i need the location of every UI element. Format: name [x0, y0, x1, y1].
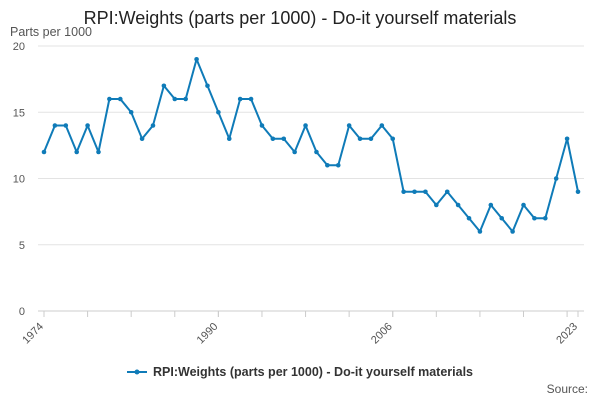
data-point	[477, 229, 483, 234]
data-point	[335, 162, 341, 168]
data-point	[270, 136, 276, 142]
y-tick-label: 20	[13, 41, 25, 53]
data-point	[521, 202, 526, 208]
data-point	[183, 96, 188, 102]
data-point	[423, 189, 428, 195]
data-point	[499, 215, 505, 221]
data-point	[357, 136, 363, 142]
data-point	[259, 123, 265, 128]
y-tick-label: 15	[13, 107, 25, 119]
data-point	[444, 189, 450, 195]
legend-swatch-icon	[127, 369, 147, 375]
x-tick-label: 1990	[195, 321, 221, 347]
y-tick-label: 0	[19, 306, 25, 318]
chart-legend: RPI:Weights (parts per 1000) - Do-it you…	[0, 365, 600, 379]
data-point	[510, 229, 515, 234]
data-point	[532, 215, 537, 221]
data-point	[553, 176, 559, 181]
data-point	[150, 123, 156, 128]
data-point	[74, 149, 79, 155]
series-line	[43, 58, 579, 233]
data-point	[434, 202, 439, 208]
data-point	[390, 136, 396, 142]
data-point	[466, 215, 472, 221]
data-point	[346, 123, 352, 128]
data-point	[139, 136, 145, 142]
data-point	[314, 149, 319, 155]
data-point	[455, 202, 461, 208]
chart-title: RPI:Weights (parts per 1000) - Do-it you…	[83, 8, 517, 28]
data-point	[303, 123, 308, 128]
y-tick-label: 5	[19, 240, 25, 252]
x-tick-label: 2023	[554, 321, 580, 347]
data-point	[96, 149, 101, 155]
data-point	[117, 96, 123, 102]
x-tick-label: 1974	[20, 321, 46, 347]
data-point	[412, 189, 417, 195]
data-point	[63, 123, 69, 128]
data-point	[216, 109, 221, 115]
source-label: Source:	[546, 382, 588, 396]
data-point	[41, 149, 47, 155]
data-point	[292, 149, 297, 155]
data-point	[575, 189, 581, 195]
data-point	[237, 96, 243, 102]
data-point	[85, 123, 90, 128]
data-point	[172, 96, 178, 102]
data-point	[564, 136, 570, 142]
data-point	[194, 56, 199, 62]
y-tick-label: 10	[13, 174, 25, 186]
x-tick-label: 2006	[369, 321, 395, 347]
data-point	[543, 215, 548, 221]
data-point	[281, 136, 287, 142]
legend-entry-label: RPI:Weights (parts per 1000) - Do-it you…	[153, 365, 473, 379]
data-point	[128, 109, 134, 115]
data-point	[401, 189, 406, 195]
data-point	[161, 83, 167, 89]
data-point	[368, 136, 374, 142]
data-point	[226, 136, 232, 142]
data-point	[325, 162, 330, 168]
data-point	[52, 123, 58, 128]
y-axis-label: Parts per 1000	[10, 25, 92, 39]
data-point	[107, 96, 112, 102]
data-point	[248, 96, 254, 102]
data-point	[205, 83, 210, 89]
data-point	[488, 202, 494, 208]
data-point	[379, 123, 385, 128]
